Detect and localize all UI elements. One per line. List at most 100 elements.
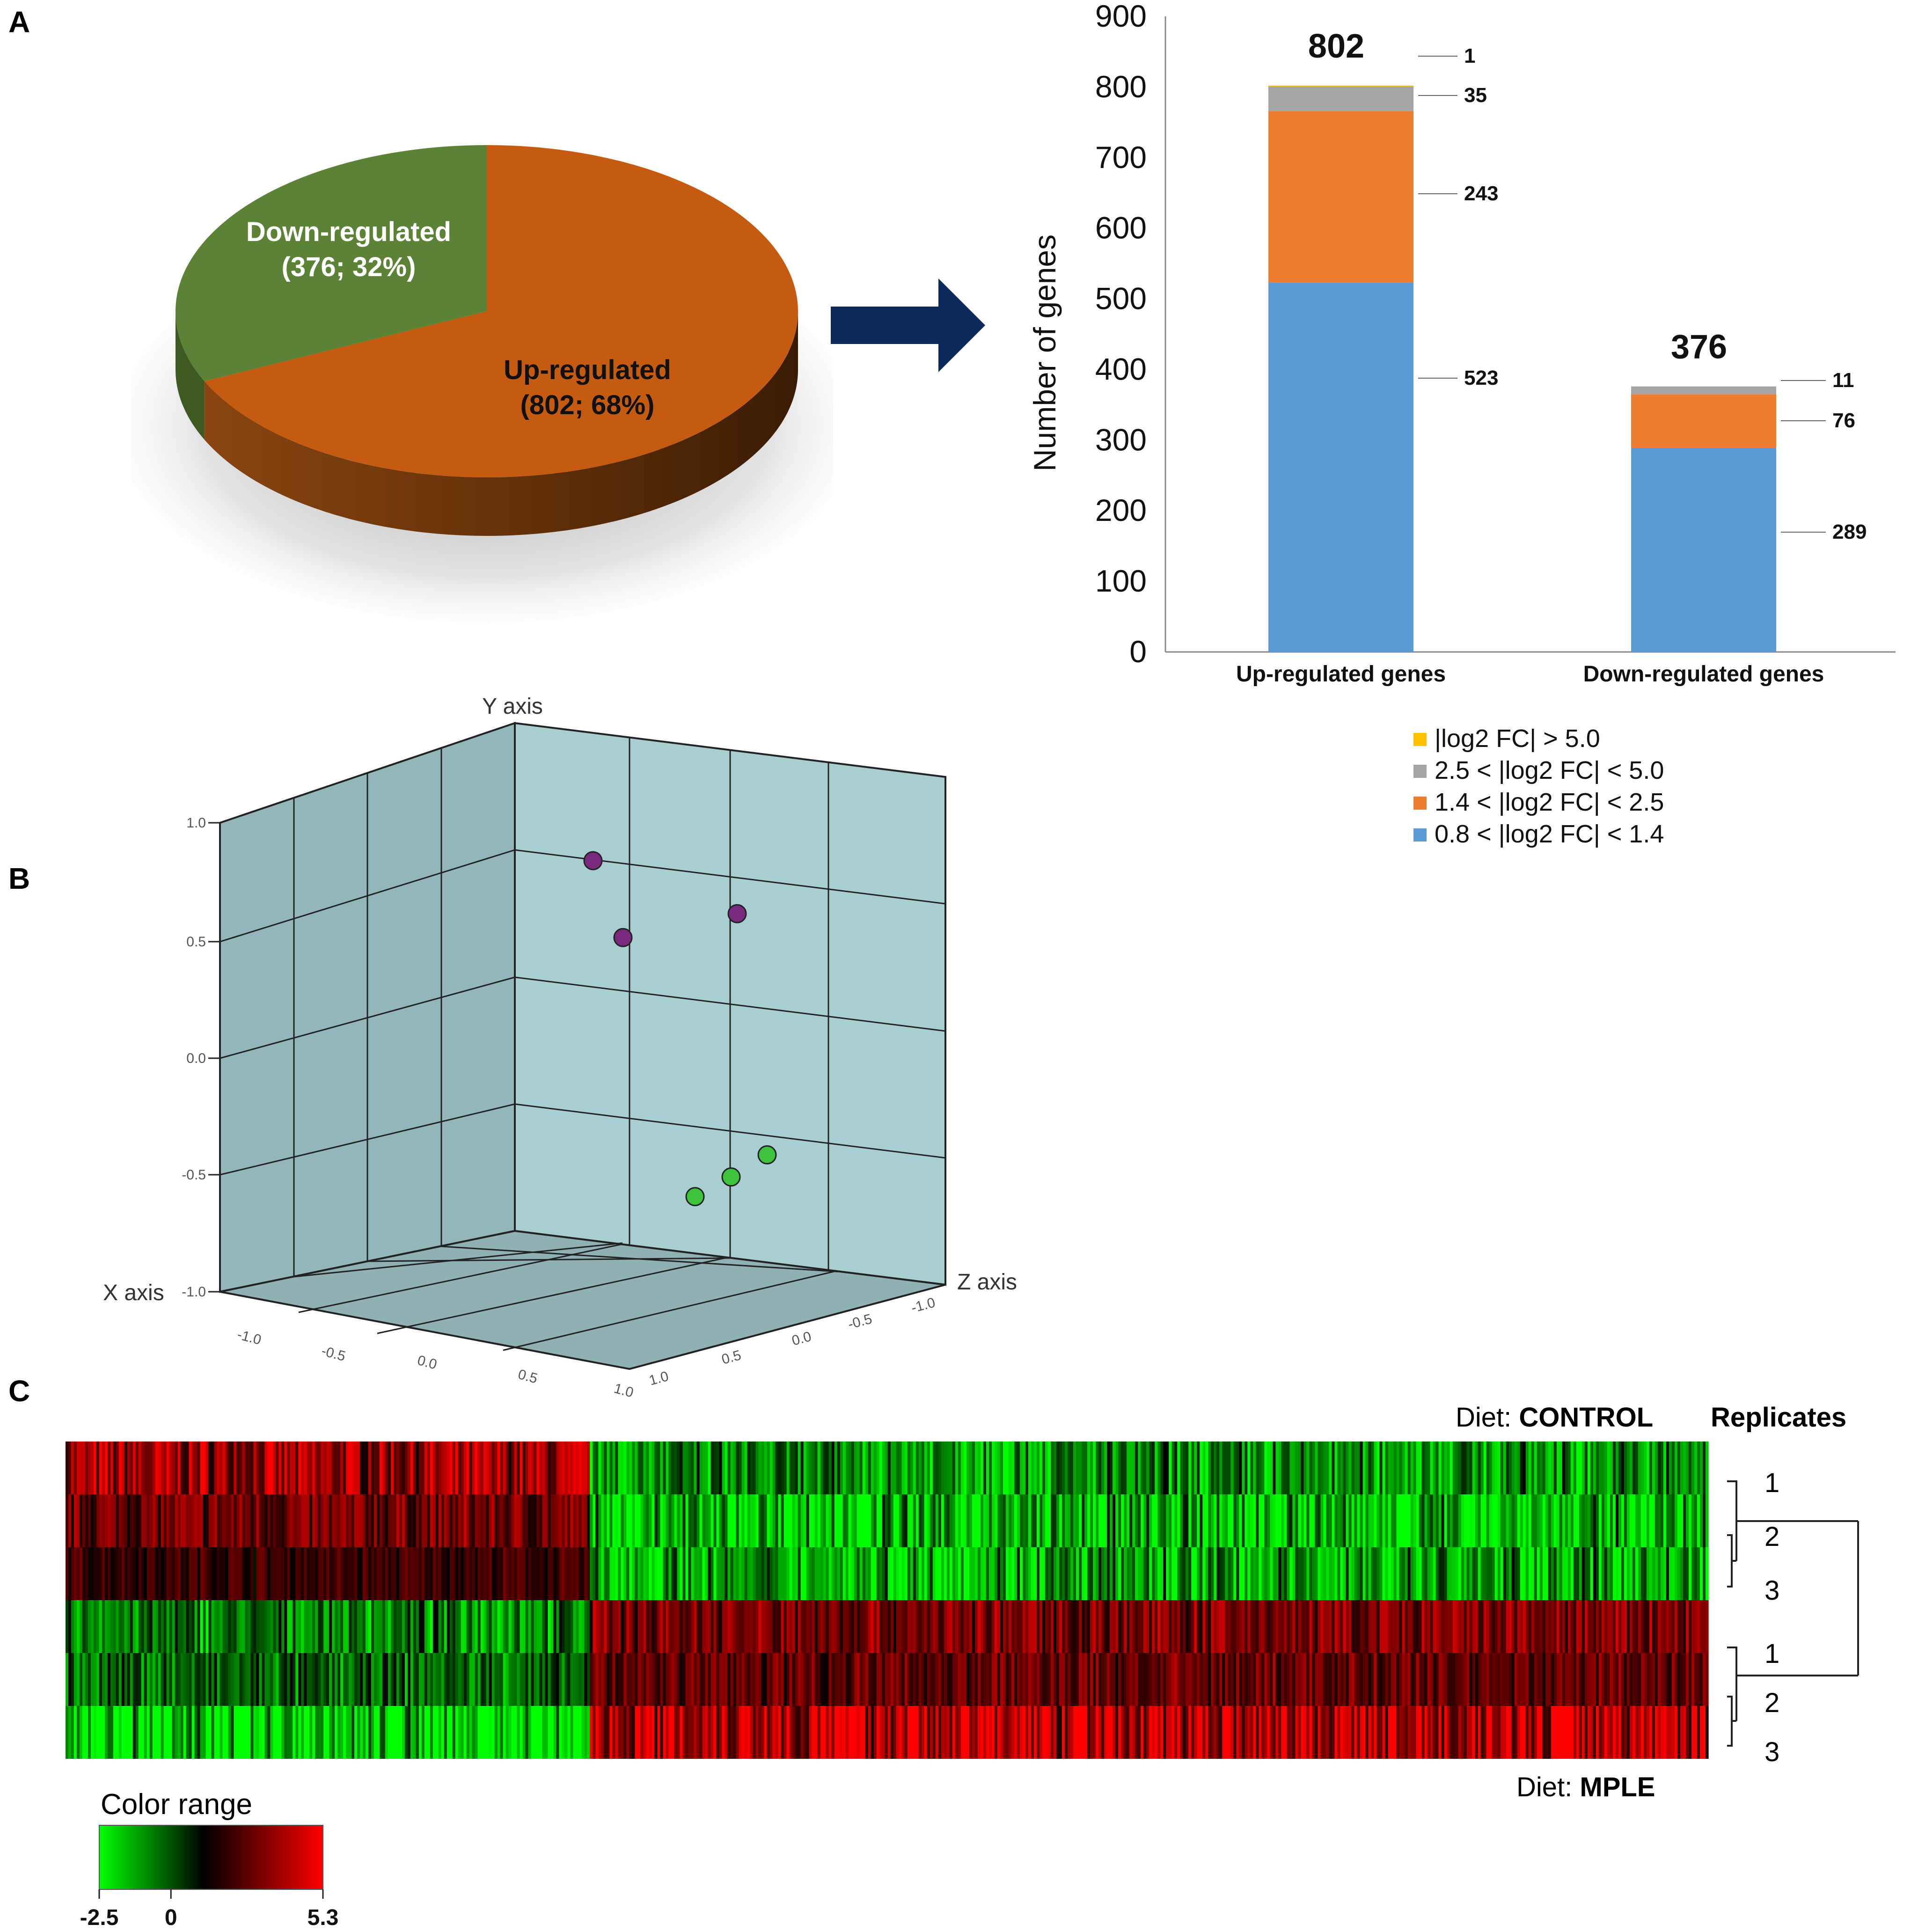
heatmap-cell [1587, 1706, 1591, 1759]
heatmap-cell [1537, 1600, 1540, 1653]
heatmap-cell [1643, 1653, 1647, 1706]
heatmap-cell [1441, 1600, 1445, 1653]
heatmap-cell [483, 1706, 487, 1759]
heatmap-cell [534, 1600, 537, 1653]
heatmap-cell [1649, 1600, 1653, 1653]
heatmap-cell [1250, 1653, 1253, 1706]
heatmap-cell [623, 1494, 627, 1547]
heatmap-cell [1118, 1653, 1121, 1706]
heatmap-cell [584, 1494, 587, 1547]
floor-grid [293, 1242, 838, 1351]
heatmap-cell [1200, 1600, 1203, 1653]
pie-slice-down [175, 145, 487, 381]
heatmap-cell [1107, 1653, 1110, 1706]
heatmap-cell [267, 1600, 271, 1653]
heatmap-cell [503, 1547, 506, 1600]
heatmap-cell [654, 1600, 658, 1653]
heatmap-cell [203, 1653, 206, 1706]
heatmap-cell [918, 1600, 922, 1653]
heatmap-cell [1576, 1600, 1580, 1653]
heatmap-cell [955, 1706, 959, 1759]
heatmap-cell [1660, 1547, 1664, 1600]
heatmap-cell [435, 1547, 439, 1600]
heatmap-cell [253, 1547, 256, 1600]
heatmap-cell [1402, 1547, 1406, 1600]
heatmap-cell [1612, 1600, 1616, 1653]
heatmap-cell [1685, 1442, 1689, 1494]
heatmap-cell [1584, 1442, 1588, 1494]
heatmap-cell [1194, 1494, 1197, 1547]
heatmap-cell [1132, 1494, 1135, 1547]
heatmap-cell [1141, 1706, 1144, 1759]
segment-value-label: 289 [1832, 520, 1867, 543]
heatmap-cell [90, 1706, 94, 1759]
heatmap-cell [1005, 1442, 1009, 1494]
heatmap-cell [1655, 1706, 1658, 1759]
heatmap-cell [1357, 1494, 1361, 1547]
heatmap-cell [82, 1600, 86, 1653]
heatmap-cell [986, 1442, 989, 1494]
heatmap-cell [1683, 1706, 1686, 1759]
heatmap-cell [716, 1600, 720, 1653]
heatmap-cell [1537, 1547, 1540, 1600]
heatmap-cell [576, 1653, 579, 1706]
heatmap-cell [1377, 1442, 1380, 1494]
x-tick-label: -1.0 [235, 1327, 263, 1348]
heatmap-cell [1382, 1442, 1386, 1494]
heatmap-cell [674, 1442, 678, 1494]
heatmap-cell [1377, 1706, 1380, 1759]
heatmap-cell [691, 1600, 695, 1653]
heatmap-cell [413, 1547, 417, 1600]
heatmap-cell [705, 1494, 709, 1547]
heatmap-cell [977, 1653, 981, 1706]
heatmap-cell [1045, 1706, 1048, 1759]
heatmap-cell [1214, 1547, 1217, 1600]
heatmap-cell [534, 1653, 537, 1706]
heatmap-cell [1200, 1547, 1203, 1600]
heatmap-cell [708, 1653, 711, 1706]
heatmap-cell [1025, 1442, 1029, 1494]
heatmap-cell [110, 1653, 114, 1706]
heatmap-cell [1511, 1547, 1515, 1600]
heatmap-cell [295, 1494, 299, 1547]
heatmap-cell [739, 1600, 742, 1653]
heatmap-cell [1537, 1706, 1540, 1759]
heatmap-cell [1466, 1494, 1470, 1547]
heatmap-cell [921, 1442, 925, 1494]
heatmap-cell [432, 1706, 436, 1759]
heatmap-cell [390, 1653, 394, 1706]
heatmap-cell [966, 1706, 970, 1759]
heatmap-cell [90, 1547, 94, 1600]
heatmap-cell [1657, 1706, 1661, 1759]
heatmap-cell [278, 1706, 282, 1759]
heatmap-cell [511, 1494, 515, 1547]
heatmap-cell [862, 1600, 866, 1653]
heatmap-cell [127, 1547, 131, 1600]
heatmap-cell [871, 1600, 874, 1653]
heatmap-cell [1593, 1547, 1596, 1600]
heatmap-cell [1517, 1547, 1521, 1600]
heatmap-cell [1284, 1442, 1287, 1494]
heatmap-cell [96, 1706, 100, 1759]
heatmap-cell [640, 1706, 644, 1759]
heatmap-cell [612, 1653, 615, 1706]
heatmap-cell [1160, 1494, 1164, 1547]
heatmap-cell [421, 1706, 425, 1759]
heatmap-cell [298, 1653, 301, 1706]
heatmap-cell [301, 1653, 304, 1706]
heatmap-cell [1104, 1653, 1107, 1706]
heatmap-cell [632, 1706, 636, 1759]
heatmap-cell [1492, 1706, 1495, 1759]
heatmap-cell [1559, 1600, 1563, 1653]
heatmap-cell [1598, 1442, 1602, 1494]
heatmap-cell [1396, 1706, 1400, 1759]
heatmap-cell [1503, 1494, 1507, 1547]
heatmap-cell [430, 1706, 433, 1759]
heatmap-cell [615, 1547, 618, 1600]
heatmap-cell [1652, 1442, 1655, 1494]
heatmap-cell [1452, 1706, 1456, 1759]
heatmap-cell [1427, 1547, 1431, 1600]
heatmap-cell [635, 1442, 638, 1494]
heatmap-cell [1486, 1442, 1490, 1494]
heatmap-cell [1528, 1547, 1532, 1600]
